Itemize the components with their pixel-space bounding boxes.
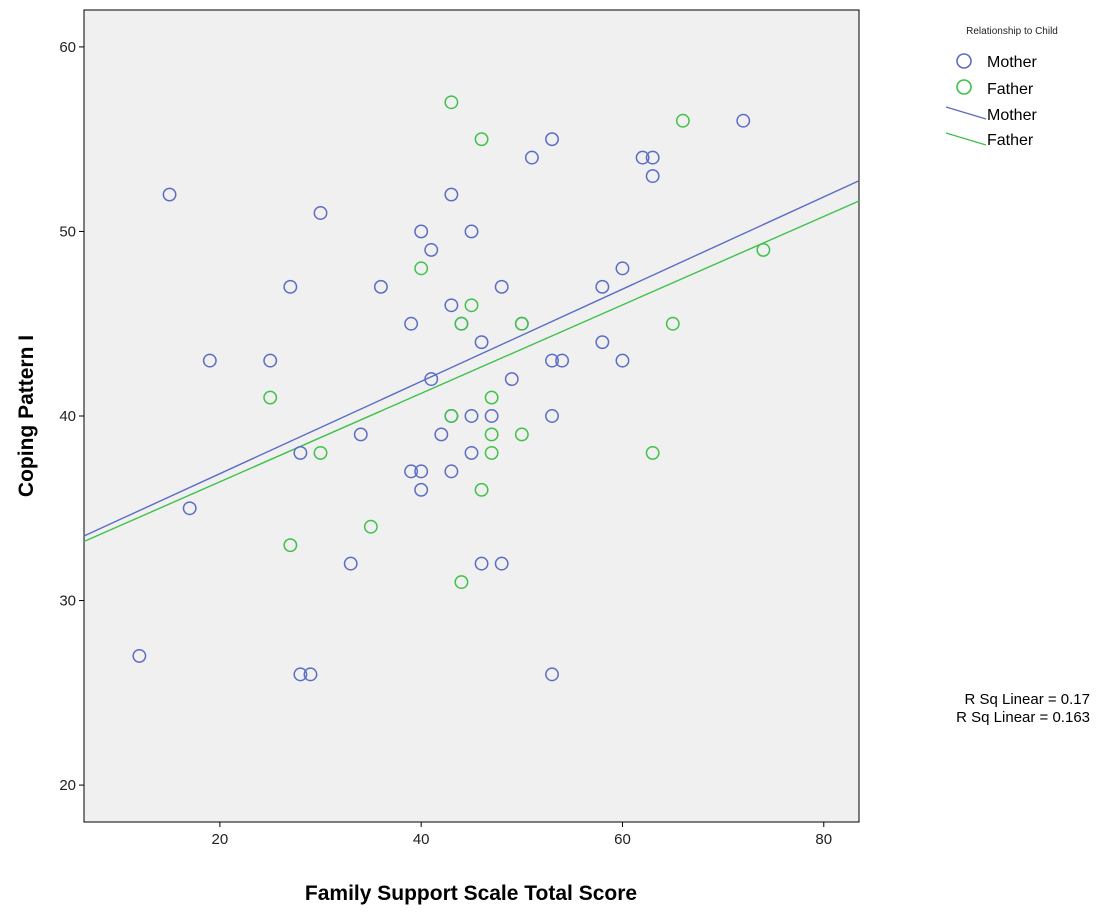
data-point-father bbox=[414, 261, 429, 276]
data-point-mother bbox=[404, 464, 419, 479]
data-point-mother bbox=[293, 445, 308, 460]
data-point-mother bbox=[414, 482, 429, 497]
data-point-mother bbox=[313, 206, 328, 220]
data-point-mother bbox=[494, 556, 509, 571]
data-point-father bbox=[474, 132, 489, 147]
data-point-father bbox=[484, 445, 499, 460]
data-point-mother bbox=[635, 150, 650, 165]
data-point-mother bbox=[474, 335, 489, 350]
legend-title: Relationship to Child bbox=[966, 26, 1058, 37]
data-point-mother bbox=[414, 224, 429, 239]
legend-mother-fit-label: Mother bbox=[987, 107, 1037, 124]
data-point-father bbox=[645, 445, 660, 460]
x-tick-label: 80 bbox=[815, 831, 832, 848]
data-point-mother bbox=[484, 409, 499, 423]
data-point-mother bbox=[736, 113, 751, 128]
data-point-mother bbox=[645, 150, 660, 165]
data-point-mother bbox=[434, 427, 449, 442]
data-point-mother bbox=[162, 187, 177, 202]
data-point-mother bbox=[303, 667, 318, 682]
legend-mother-label: Mother bbox=[987, 54, 1037, 71]
data-point-mother bbox=[464, 409, 479, 423]
legend-father-marker bbox=[956, 79, 972, 95]
legend-father-fit-line bbox=[945, 132, 987, 146]
data-point-father bbox=[665, 316, 680, 331]
data-point-father bbox=[454, 575, 469, 590]
data-point-mother bbox=[524, 150, 539, 165]
x-tick-label: 20 bbox=[212, 831, 229, 848]
data-point-mother bbox=[545, 353, 559, 368]
data-point-mother bbox=[615, 261, 630, 276]
data-point-mother bbox=[545, 409, 559, 423]
data-point-father bbox=[484, 390, 499, 405]
data-point-father bbox=[263, 390, 278, 405]
x-axis-title: Family Support Scale Total Score bbox=[305, 882, 637, 905]
data-point-mother bbox=[343, 556, 358, 571]
data-points bbox=[132, 95, 771, 682]
rsq-father-annotation: R Sq Linear = 0.163 bbox=[956, 709, 1090, 726]
legend-father-label: Father bbox=[987, 81, 1034, 98]
data-point-mother bbox=[444, 298, 459, 313]
legend-mother-marker bbox=[956, 53, 972, 69]
data-point-mother bbox=[293, 667, 308, 682]
y-tick-label: 30 bbox=[59, 593, 76, 610]
data-point-mother bbox=[464, 445, 479, 460]
data-point-mother bbox=[494, 279, 509, 294]
data-point-mother bbox=[263, 353, 278, 368]
y-tick-label: 20 bbox=[59, 777, 76, 794]
fit-line-mother bbox=[83, 180, 860, 537]
data-point-mother bbox=[545, 667, 559, 682]
data-point-mother bbox=[545, 132, 559, 147]
data-point-father bbox=[283, 538, 298, 553]
data-point-mother bbox=[424, 242, 439, 257]
x-axis-ticks: 20 40 60 80 bbox=[212, 822, 832, 848]
data-point-father bbox=[514, 316, 529, 331]
data-point-mother bbox=[182, 501, 197, 516]
data-point-father bbox=[454, 316, 469, 331]
data-point-father bbox=[313, 445, 328, 460]
data-point-mother bbox=[353, 427, 368, 442]
rsq-mother-annotation: R Sq Linear = 0.17 bbox=[964, 691, 1090, 708]
y-tick-label: 40 bbox=[59, 408, 76, 425]
data-point-father bbox=[514, 427, 529, 442]
data-point-father bbox=[363, 519, 378, 534]
y-tick-label: 50 bbox=[59, 223, 76, 240]
data-point-mother bbox=[645, 169, 660, 184]
fit-line-father bbox=[83, 200, 860, 543]
data-point-mother bbox=[474, 556, 489, 571]
x-tick-label: 60 bbox=[614, 831, 631, 848]
legend: Relationship to Child Mother Father Moth… bbox=[945, 26, 1058, 149]
plot-area bbox=[83, 9, 860, 823]
legend-father-fit-label: Father bbox=[987, 132, 1034, 149]
data-point-father bbox=[484, 427, 499, 442]
y-axis-title: Coping Pattern I bbox=[15, 335, 38, 497]
data-point-mother bbox=[615, 353, 630, 368]
data-point-father bbox=[444, 409, 459, 423]
data-point-mother bbox=[373, 279, 388, 294]
data-point-mother bbox=[132, 648, 147, 663]
data-point-mother bbox=[414, 464, 429, 479]
data-point-father bbox=[444, 95, 459, 110]
data-point-father bbox=[464, 298, 479, 313]
y-tick-label: 60 bbox=[59, 39, 76, 56]
y-axis-ticks: 20 30 40 50 60 bbox=[59, 39, 84, 794]
data-point-mother bbox=[424, 372, 439, 387]
data-point-mother bbox=[444, 187, 459, 202]
x-tick-label: 40 bbox=[413, 831, 430, 848]
data-point-mother bbox=[202, 353, 217, 368]
data-point-father bbox=[675, 113, 690, 128]
data-point-mother bbox=[404, 316, 419, 331]
legend-mother-fit-line bbox=[945, 106, 987, 120]
fit-lines bbox=[83, 180, 860, 543]
data-point-mother bbox=[504, 372, 519, 387]
data-point-mother bbox=[595, 335, 610, 350]
data-point-mother bbox=[555, 353, 570, 368]
data-point-mother bbox=[283, 279, 298, 294]
data-point-mother bbox=[595, 279, 610, 294]
data-point-father bbox=[474, 482, 489, 497]
data-point-mother bbox=[444, 464, 459, 479]
data-point-father bbox=[756, 242, 771, 257]
data-point-mother bbox=[464, 224, 479, 239]
